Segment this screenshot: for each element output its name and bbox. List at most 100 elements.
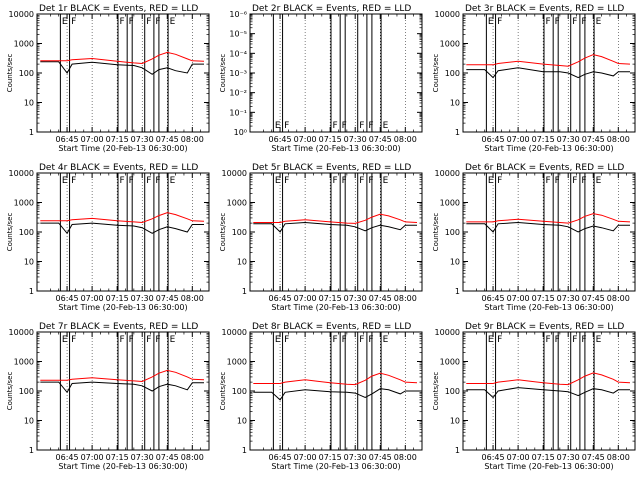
flag-marker-label: E	[488, 176, 494, 186]
detector-panel: Det 9r BLACK = Events, RED = LLD 1 10 100 10…	[432, 322, 636, 471]
flag-marker-label: F	[119, 17, 124, 27]
panel-title: Det 9r BLACK = Events, RED = LLD	[465, 322, 624, 332]
events-series-line	[466, 221, 630, 233]
flag-marker-label: F	[497, 335, 502, 345]
y-tick-label: 10⁻³	[229, 69, 247, 78]
y-tick-label: 1000	[440, 358, 460, 367]
x-tick-label: 08:00	[394, 453, 417, 462]
y-tick-label: 1	[455, 446, 460, 455]
plot-frame	[462, 172, 636, 292]
flag-marker-label: E	[170, 176, 176, 186]
flag-marker-label: F	[155, 176, 160, 186]
detector-panel: Det 1r BLACK = Events, RED = LLD 1 10 100 10…	[6, 4, 210, 153]
x-tick-label: 07:15	[319, 453, 342, 462]
x-axis-label: Start Time (20-Feb-13 06:30:00)	[484, 462, 613, 471]
y-tick-label: 10	[24, 99, 34, 108]
x-axis-label: Start Time (20-Feb-13 06:30:00)	[271, 303, 400, 312]
y-tick-label: 10000	[222, 328, 247, 337]
x-tick-label: 08:00	[607, 453, 630, 462]
x-tick-label: 07:15	[532, 294, 555, 303]
x-tick-label: 07:15	[106, 294, 129, 303]
x-tick-label: 07:45	[369, 135, 392, 144]
y-tick-label: 100	[445, 228, 460, 237]
y-tick-label: 10⁻²	[229, 89, 247, 98]
y-tick-label: 10000	[435, 169, 460, 178]
flag-marker-label: F	[545, 17, 550, 27]
y-tick-label: 1000	[14, 358, 34, 367]
flag-marker-label: F	[146, 176, 151, 186]
x-tick-label: 07:30	[131, 135, 154, 144]
x-tick-label: 06:45	[269, 135, 292, 144]
x-axis-label: Start Time (20-Feb-13 06:30:00)	[271, 462, 400, 471]
x-tick-label: 07:30	[344, 135, 367, 144]
panel-title: Det 8r BLACK = Events, RED = LLD	[252, 322, 411, 332]
x-tick-label: 07:00	[294, 453, 317, 462]
plot-frame	[36, 172, 210, 292]
y-tick-label: 10⁻⁴	[229, 49, 247, 58]
x-tick-label: 07:30	[131, 294, 154, 303]
flag-marker-label: F	[284, 121, 289, 131]
y-tick-label: 10000	[9, 328, 34, 337]
x-tick-label: 08:00	[607, 294, 630, 303]
flag-marker-label: F	[332, 335, 337, 345]
y-tick-label: 10000	[9, 169, 34, 178]
y-tick-label: 1	[242, 446, 247, 455]
y-axis-label: Counts/sec	[219, 372, 227, 411]
y-tick-label: 100	[19, 387, 34, 396]
y-tick-label: 10⁰	[234, 128, 247, 137]
detector-panel: Det 3r BLACK = Events, RED = LLD 1 10 100 10…	[432, 4, 636, 153]
panel-title: Det 2r BLACK = Events, RED = LLD	[252, 4, 411, 14]
y-tick-label: 10000	[222, 169, 247, 178]
lld-series-line	[40, 51, 205, 65]
y-tick-label: 10000	[435, 10, 460, 19]
events-series-line	[253, 221, 417, 233]
flag-marker-label: F	[146, 335, 151, 345]
lld-series-line	[466, 372, 631, 386]
flag-marker-label: E	[596, 335, 602, 345]
x-tick-label: 06:45	[269, 294, 292, 303]
y-tick-label: 10⁻⁵	[229, 30, 247, 39]
y-axis-label: Counts/sec	[432, 213, 440, 252]
plot-frame	[249, 13, 423, 133]
x-tick-label: 07:45	[156, 453, 179, 462]
panel-title: Det 7r BLACK = Events, RED = LLD	[39, 322, 198, 332]
flag-marker-label: E	[383, 176, 389, 186]
y-tick-label: 1	[455, 287, 460, 296]
flag-marker-label: F	[342, 335, 347, 345]
x-tick-label: 06:45	[56, 294, 79, 303]
y-tick-label: 1000	[227, 199, 247, 208]
x-tick-label: 06:45	[56, 453, 79, 462]
x-tick-label: 07:30	[557, 453, 580, 462]
flag-marker-label: E	[488, 335, 494, 345]
flag-marker-label: E	[275, 335, 281, 345]
x-tick-label: 07:00	[81, 294, 104, 303]
x-axis-label: Start Time (20-Feb-13 06:30:00)	[484, 303, 613, 312]
y-tick-label: 1000	[14, 199, 34, 208]
y-tick-label: 1	[455, 128, 460, 137]
x-tick-label: 07:00	[81, 453, 104, 462]
flag-marker-label: F	[368, 121, 373, 131]
lld-series-line	[466, 213, 631, 224]
x-tick-label: 07:30	[344, 294, 367, 303]
events-series-line	[253, 388, 417, 401]
flag-marker-label: E	[488, 17, 494, 27]
x-axis-label: Start Time (20-Feb-13 06:30:00)	[58, 462, 187, 471]
x-tick-label: 07:30	[557, 294, 580, 303]
x-tick-label: 07:15	[106, 453, 129, 462]
x-tick-label: 06:45	[482, 135, 505, 144]
flag-marker-label: F	[129, 17, 134, 27]
panel-title: Det 6r BLACK = Events, RED = LLD	[465, 163, 624, 173]
flag-marker-label: F	[284, 335, 289, 345]
x-axis-label: Start Time (20-Feb-13 06:30:00)	[484, 144, 613, 153]
y-tick-label: 100	[445, 387, 460, 396]
panel-title: Det 5r BLACK = Events, RED = LLD	[252, 163, 411, 173]
y-tick-label: 10⁻¹	[229, 108, 247, 117]
panel-title: Det 1r BLACK = Events, RED = LLD	[39, 4, 198, 14]
y-tick-label: 1000	[227, 358, 247, 367]
flag-marker-label: F	[129, 176, 134, 186]
x-tick-label: 07:45	[369, 294, 392, 303]
y-tick-label: 10⁻⁶	[229, 10, 247, 19]
flag-marker-label: F	[155, 17, 160, 27]
flag-marker-label: F	[359, 335, 364, 345]
y-axis-label: Counts/sec	[6, 372, 14, 411]
